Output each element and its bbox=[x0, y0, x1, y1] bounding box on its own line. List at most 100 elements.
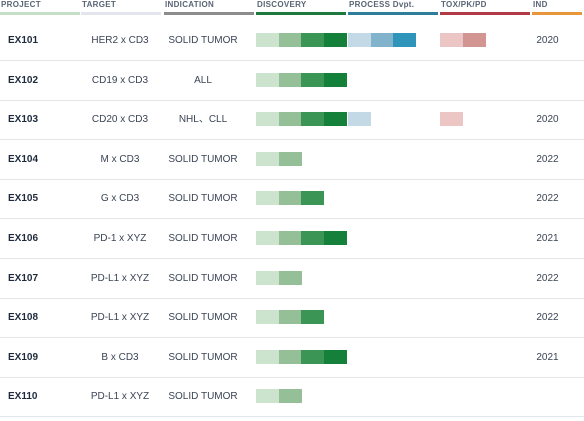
discovery-stage-segment bbox=[256, 112, 279, 127]
project-name: EX108 bbox=[8, 312, 39, 324]
table-row: EX108 PD-L1 x XYZ SOLID TUMOR 2022 bbox=[0, 298, 584, 339]
discovery-stage-segment bbox=[301, 191, 324, 206]
discovery-stage-segment bbox=[256, 33, 279, 47]
discovery-stage-segment bbox=[278, 231, 302, 245]
ind-year: 2022 bbox=[536, 153, 559, 165]
header-discovery-label: DISCOVERY bbox=[257, 0, 307, 9]
discovery-stage-segment bbox=[301, 231, 324, 245]
discovery-stage-segment bbox=[256, 151, 279, 166]
discovery-stage-segment bbox=[278, 112, 302, 127]
discovery-stage-segment bbox=[301, 310, 324, 325]
indication-name: SOLID TUMOR bbox=[168, 233, 238, 244]
header-process: PROCESS Dvpt. bbox=[348, 0, 438, 16]
discovery-stage-segment bbox=[278, 270, 302, 285]
target-name: CD19 x CD3 bbox=[91, 74, 149, 86]
process-stage-segment bbox=[370, 33, 394, 47]
discovery-stage-segment bbox=[323, 33, 347, 47]
discovery-stage-segment bbox=[301, 72, 324, 87]
discovery-stage-segment bbox=[278, 72, 302, 87]
table-row: EX104 M x CD3 SOLID TUMOR 2022 bbox=[0, 140, 584, 180]
target-name: HER2 x CD3 bbox=[91, 35, 149, 46]
header-target-label: TARGET bbox=[82, 0, 117, 9]
table-row: EX109 B x CD3 SOLID TUMOR 2021 bbox=[0, 338, 584, 378]
discovery-stage-segment bbox=[256, 191, 279, 206]
header-target: TARGET bbox=[81, 0, 161, 16]
discovery-stage-segment bbox=[278, 33, 302, 47]
header-ind-label: IND bbox=[533, 0, 548, 9]
indication-name: NHL、CLL bbox=[178, 114, 228, 126]
discovery-stage-segment bbox=[256, 231, 279, 245]
target-name: PD-L1 x XYZ bbox=[90, 391, 150, 403]
discovery-stage-segment bbox=[256, 349, 279, 364]
tox-stage-segment bbox=[462, 33, 486, 47]
discovery-stage-segment bbox=[256, 389, 279, 404]
ind-year: 2020 bbox=[536, 35, 559, 46]
project-name: EX103 bbox=[8, 114, 39, 126]
header-ind-bar bbox=[532, 12, 582, 15]
ind-year: 2022 bbox=[536, 272, 559, 284]
indication-name: SOLID TUMOR bbox=[168, 391, 238, 403]
ind-year: 2022 bbox=[536, 312, 559, 324]
discovery-stage-segment bbox=[278, 310, 302, 325]
target-name: M x CD3 bbox=[100, 153, 140, 165]
project-name: EX104 bbox=[8, 153, 39, 165]
ind-year: 2022 bbox=[536, 193, 559, 205]
header-project-bar bbox=[0, 12, 80, 15]
indication-name: SOLID TUMOR bbox=[168, 351, 238, 363]
project-name: EX105 bbox=[8, 193, 39, 205]
discovery-stage-segment bbox=[278, 389, 302, 404]
project-name: EX110 bbox=[8, 391, 38, 403]
target-name: PD-L1 x XYZ bbox=[90, 312, 150, 324]
discovery-stage-segment bbox=[278, 191, 302, 206]
indication-name: SOLID TUMOR bbox=[168, 312, 238, 324]
table-row: EX101 HER2 x CD3 SOLID TUMOR 2020 bbox=[0, 21, 584, 61]
discovery-stage-segment bbox=[301, 33, 324, 47]
table-row: EX110 PD-L1 x XYZ SOLID TUMOR bbox=[0, 377, 584, 418]
indication-name: SOLID TUMOR bbox=[168, 153, 238, 165]
table-row: EX107 PD-L1 x XYZ SOLID TUMOR 2022 bbox=[0, 259, 584, 299]
header-indication-label: INDICATION bbox=[165, 0, 215, 9]
discovery-stage-segment bbox=[256, 310, 279, 325]
indication-name: ALL bbox=[194, 74, 212, 86]
discovery-stage-segment bbox=[278, 151, 302, 166]
table-row: EX103 CD20 x CD3 NHL、CLL 2020 bbox=[0, 100, 584, 141]
discovery-stage-segment bbox=[323, 349, 347, 364]
ind-year bbox=[531, 377, 564, 416]
header-target-bar bbox=[81, 12, 161, 15]
project-name: EX109 bbox=[8, 351, 39, 363]
target-name: CD20 x CD3 bbox=[91, 114, 149, 126]
project-name: EX106 bbox=[8, 233, 39, 244]
header-process-label: PROCESS Dvpt. bbox=[349, 0, 415, 9]
ind-year: 2021 bbox=[536, 351, 559, 363]
process-stage-segment bbox=[348, 33, 371, 47]
header-indication: INDICATION bbox=[164, 0, 254, 16]
ind-year bbox=[531, 61, 564, 100]
discovery-stage-segment bbox=[256, 270, 279, 285]
header-process-bar bbox=[348, 12, 438, 15]
discovery-stage-segment bbox=[301, 112, 324, 127]
header-ind: IND bbox=[532, 0, 582, 16]
target-name: PD-1 x XYZ bbox=[93, 233, 147, 244]
discovery-stage-segment bbox=[323, 231, 347, 245]
discovery-stage-segment bbox=[256, 72, 279, 87]
target-name: G x CD3 bbox=[100, 193, 140, 205]
header-discovery: DISCOVERY bbox=[256, 0, 346, 16]
discovery-stage-segment bbox=[278, 349, 302, 364]
table-row: EX102 CD19 x CD3 ALL bbox=[0, 61, 584, 101]
tox-stage-segment bbox=[440, 112, 463, 127]
project-name: EX102 bbox=[8, 74, 39, 86]
header-discovery-bar bbox=[256, 12, 346, 15]
header-indication-bar bbox=[164, 12, 254, 15]
ind-year: 2020 bbox=[536, 114, 559, 126]
header-project-label: PROJECT bbox=[1, 0, 41, 9]
indication-name: SOLID TUMOR bbox=[168, 272, 238, 284]
discovery-stage-segment bbox=[323, 72, 347, 87]
project-name: EX101 bbox=[8, 35, 39, 46]
discovery-stage-segment bbox=[301, 349, 324, 364]
target-name: PD-L1 x XYZ bbox=[90, 272, 150, 284]
table-row: EX106 PD-1 x XYZ SOLID TUMOR 2021 bbox=[0, 219, 584, 259]
process-stage-segment bbox=[393, 33, 416, 47]
target-name: B x CD3 bbox=[101, 351, 139, 363]
process-stage-segment bbox=[348, 112, 371, 127]
tox-stage-segment bbox=[440, 33, 463, 47]
